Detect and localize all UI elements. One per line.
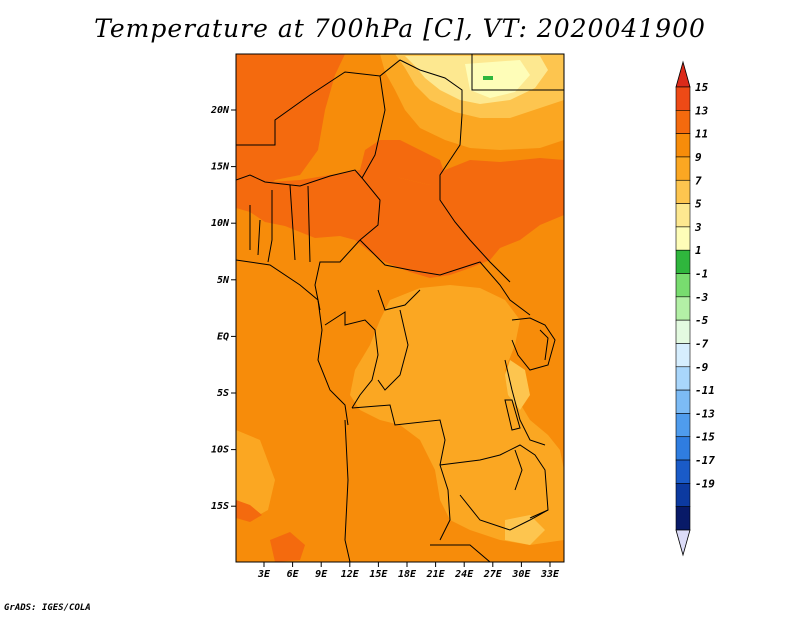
colorbar-band <box>675 436 691 461</box>
colorbar-band <box>675 296 691 321</box>
border-line <box>439 444 549 531</box>
colorbar: 15 13 11 9 7 5 3 1 -1 -3 -5 -7 -9 -11 -13 -15 -17 -19 <box>675 60 715 557</box>
lon-tick-label: 6E <box>287 569 300 580</box>
colorbar-label: -5 <box>695 314 709 327</box>
border-line <box>351 404 451 541</box>
lon-tick-label: 12E <box>341 569 360 580</box>
colorbar-band <box>675 249 691 274</box>
border-line <box>471 54 564 91</box>
field-11-to-13-sahel <box>236 158 564 278</box>
border-line <box>439 114 511 283</box>
colorbar-label: -11 <box>695 384 715 397</box>
colorbar-label: -1 <box>695 268 708 281</box>
page-title: Temperature at 700hPa [C], VT: 202004190… <box>94 14 706 43</box>
colorbar-label: 7 <box>695 174 702 187</box>
temperature-map <box>236 54 564 562</box>
border-line <box>504 399 521 431</box>
border-line <box>236 169 363 187</box>
lat-tick-label: 5S <box>217 388 229 399</box>
field-5-to-7-south <box>505 515 545 545</box>
colorbar-band <box>675 86 691 111</box>
border-line <box>377 289 421 311</box>
lat-tick-label: 5N <box>217 275 230 286</box>
colorbar-band <box>675 343 691 368</box>
colorbar-band <box>675 156 691 181</box>
border-line <box>377 309 409 391</box>
grads-credit: GrADS: IGES/COLA <box>4 603 91 613</box>
border-line <box>514 449 523 491</box>
field-11-to-13-north <box>236 54 345 195</box>
country-borders <box>236 54 564 562</box>
colorbar-bottom-arrow <box>675 529 691 557</box>
colorbar-label: 9 <box>695 151 702 164</box>
colorbar-label: 11 <box>695 128 708 141</box>
colorbar-band <box>675 179 691 204</box>
lon-tick-label: 18E <box>398 569 417 580</box>
lat-tick-label: 15S <box>211 501 229 512</box>
colorbar-band <box>675 110 691 134</box>
colorbar-label: -13 <box>695 407 715 420</box>
colorbar-label: 13 <box>695 104 709 117</box>
colorbar-band <box>675 366 691 391</box>
field-7-to-9-congo <box>350 285 564 545</box>
border-line <box>504 359 546 446</box>
lon-tick-label: 21E <box>426 569 446 580</box>
colorbar-label: 15 <box>695 81 709 94</box>
lon-tick-label: 24E <box>454 569 474 580</box>
border-line <box>359 239 531 316</box>
border-line <box>529 509 549 519</box>
colorbar-top-arrow <box>675 60 691 88</box>
border-line <box>511 317 556 371</box>
colorbar-label: -19 <box>695 477 715 490</box>
lat-tick-label: EQ <box>217 331 229 342</box>
field-1-to-3-northeast <box>465 60 530 98</box>
border-line <box>344 419 351 562</box>
colorbar-band <box>675 483 691 507</box>
border-line <box>324 311 379 409</box>
colorbar-label: 5 <box>695 198 702 211</box>
lat-tick-label: 10S <box>211 445 229 456</box>
border-line <box>249 184 311 263</box>
colorbar-label: -9 <box>695 361 709 374</box>
lon-tick-label: 15E <box>369 569 388 580</box>
lon-tick-label: 33E <box>540 569 560 580</box>
colorbar-band <box>675 203 691 228</box>
colorbar-label: 3 <box>694 221 702 234</box>
lat-tick-label: 15N <box>211 162 230 173</box>
lat-tick-label: 20N <box>210 105 230 116</box>
colorbar-band <box>675 506 691 531</box>
colorbar-label: -17 <box>695 454 715 467</box>
field-7-to-9-west <box>236 430 275 520</box>
border-line <box>539 329 549 361</box>
colorbar-band <box>675 459 691 484</box>
lon-tick-label: 3E <box>257 569 271 580</box>
border-line <box>314 239 361 311</box>
colorbar-band <box>675 319 691 344</box>
lat-tick-label: 10N <box>211 218 230 229</box>
colorbar-label: -15 <box>695 431 715 444</box>
border-line <box>430 544 491 562</box>
map-frame <box>235 53 565 563</box>
coast-line <box>236 259 349 426</box>
colorbar-label: 1 <box>695 244 702 257</box>
lon-tick-label: 30E <box>511 569 531 580</box>
lon-tick-label: 27E <box>483 569 503 580</box>
colorbar-band <box>675 273 691 298</box>
field-11-to-13-central-north <box>360 140 445 185</box>
colorbar-band <box>675 133 691 158</box>
colorbar-band <box>675 413 691 438</box>
lon-tick-label: 9E <box>315 569 328 580</box>
colorbar-label: -3 <box>695 291 709 304</box>
colorbar-band <box>675 226 691 251</box>
colorbar-label: -7 <box>695 337 709 350</box>
colorbar-band <box>675 389 691 414</box>
field-11-to-13-south-patch-2 <box>270 532 305 562</box>
longitude-axis: 3E 6E 9E 12E 15E 18E 21E 24E 27E 30E 33E <box>257 562 560 580</box>
latitude-axis: 20N 15N 10N 5N EQ 5S 10S 15S <box>210 105 236 512</box>
field-green-patch <box>483 76 493 80</box>
field-5-to-7-lakes <box>505 360 530 410</box>
field-11-to-13-south-patch <box>236 500 262 522</box>
